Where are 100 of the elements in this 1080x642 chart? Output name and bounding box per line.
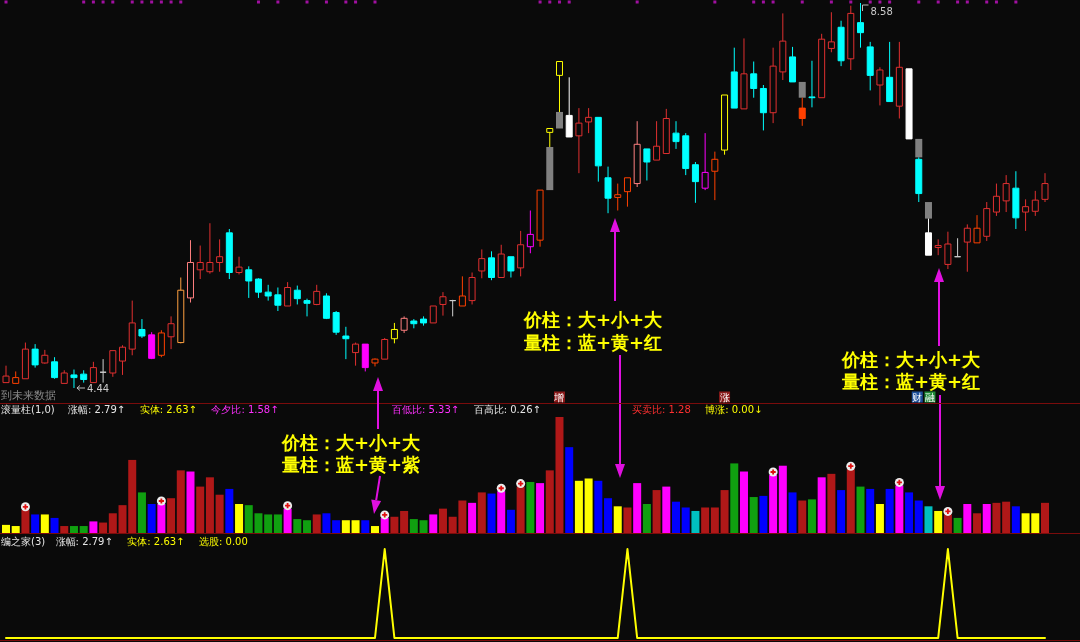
bar: [273, 514, 282, 533]
candlestick: [119, 344, 127, 376]
bar: [487, 493, 496, 533]
bar: [953, 517, 962, 533]
bar: [89, 521, 98, 533]
bar: [11, 526, 20, 533]
bar: [429, 514, 438, 533]
candlestick: [254, 277, 262, 299]
bar: [924, 506, 933, 533]
candlestick: [70, 369, 78, 389]
bar: [992, 502, 1001, 533]
text: 今夕比: 1.58↑: [211, 404, 279, 415]
candlestick: [585, 107, 593, 134]
text: 选股: 0.00: [199, 536, 248, 547]
bar: [924, 202, 932, 219]
candlestick: [876, 66, 884, 106]
candlestick: [643, 148, 651, 181]
bar: [681, 507, 690, 533]
candlestick: [614, 183, 622, 212]
candlestick: [526, 210, 534, 254]
bar: [293, 519, 302, 533]
candlestick: [954, 237, 962, 258]
bar: [477, 492, 486, 533]
bar: [69, 526, 78, 533]
bar: [40, 514, 49, 533]
bar: [50, 517, 59, 533]
candlestick: [420, 315, 428, 327]
candlestick: [536, 189, 544, 248]
candlestick: [798, 97, 806, 127]
bar: [419, 520, 428, 533]
bar: [749, 497, 758, 533]
annotation: 价柱：大+小+大: [841, 349, 982, 370]
candlestick: [216, 238, 224, 273]
candlestick: [750, 61, 758, 99]
bar: [351, 520, 360, 533]
bar: [633, 483, 642, 533]
bar: [526, 481, 535, 533]
bar: [934, 510, 943, 533]
candlestick: [410, 318, 418, 329]
bar: [312, 514, 321, 533]
bar: [623, 507, 632, 533]
candlestick: [730, 47, 738, 109]
candlestick: [517, 230, 525, 277]
bar: [691, 510, 700, 533]
bar: [604, 498, 613, 533]
text: 实体: 2.63↑: [139, 404, 197, 415]
bar: [438, 508, 447, 533]
bar: [235, 504, 244, 533]
bar: [613, 506, 622, 533]
text: 百高比: 0.26↑: [473, 404, 541, 415]
candlestick: [653, 120, 661, 161]
candlestick: [992, 183, 1000, 217]
candlestick: [293, 285, 301, 305]
candlestick: [944, 231, 952, 270]
chart-title: 编之家(3): [1, 536, 46, 547]
annotation: 量柱：蓝+黄+红: [841, 371, 981, 392]
bar: [574, 480, 583, 533]
candlestick: [983, 201, 991, 242]
candlestick: [458, 275, 466, 307]
candlestick: [342, 326, 350, 360]
text: 博涨: 0.00↓: [705, 404, 763, 415]
text: 涨幅: 2.79↑: [55, 536, 113, 547]
bar: [672, 501, 681, 533]
candlestick: [507, 256, 515, 279]
candlestick: [575, 107, 583, 174]
candlestick: [759, 84, 767, 131]
candlestick: [662, 108, 670, 155]
bar: [720, 490, 729, 533]
candlestick: [924, 218, 932, 256]
annotation: 价柱：大+小+大: [281, 432, 422, 453]
candlestick: [41, 349, 49, 365]
candlestick: [895, 41, 903, 119]
candlestick: [245, 265, 253, 299]
bar: [817, 477, 826, 533]
candlestick: [109, 350, 117, 378]
bar: [730, 463, 739, 533]
bar: [546, 146, 554, 191]
candlestick: [721, 94, 729, 156]
candlestick: [138, 318, 146, 339]
bar: [837, 490, 846, 533]
annotation: 价柱：大+小+大: [523, 309, 664, 330]
bar: [555, 111, 563, 129]
candlestick: [361, 343, 369, 372]
bar: [788, 492, 797, 533]
bar: [205, 477, 214, 533]
bar: [875, 504, 884, 533]
bar: [914, 500, 923, 533]
bar: [361, 520, 370, 533]
bar: [303, 520, 312, 533]
candlestick: [284, 281, 292, 307]
candlestick: [488, 250, 496, 281]
bar: [108, 513, 117, 533]
bar: [332, 520, 341, 533]
candlestick: [313, 284, 321, 306]
candlestick: [1012, 170, 1020, 230]
bar: [176, 470, 185, 533]
candlestick: [808, 60, 816, 108]
candlestick: [264, 284, 272, 302]
bar: [594, 480, 603, 533]
candlestick: [12, 370, 20, 384]
